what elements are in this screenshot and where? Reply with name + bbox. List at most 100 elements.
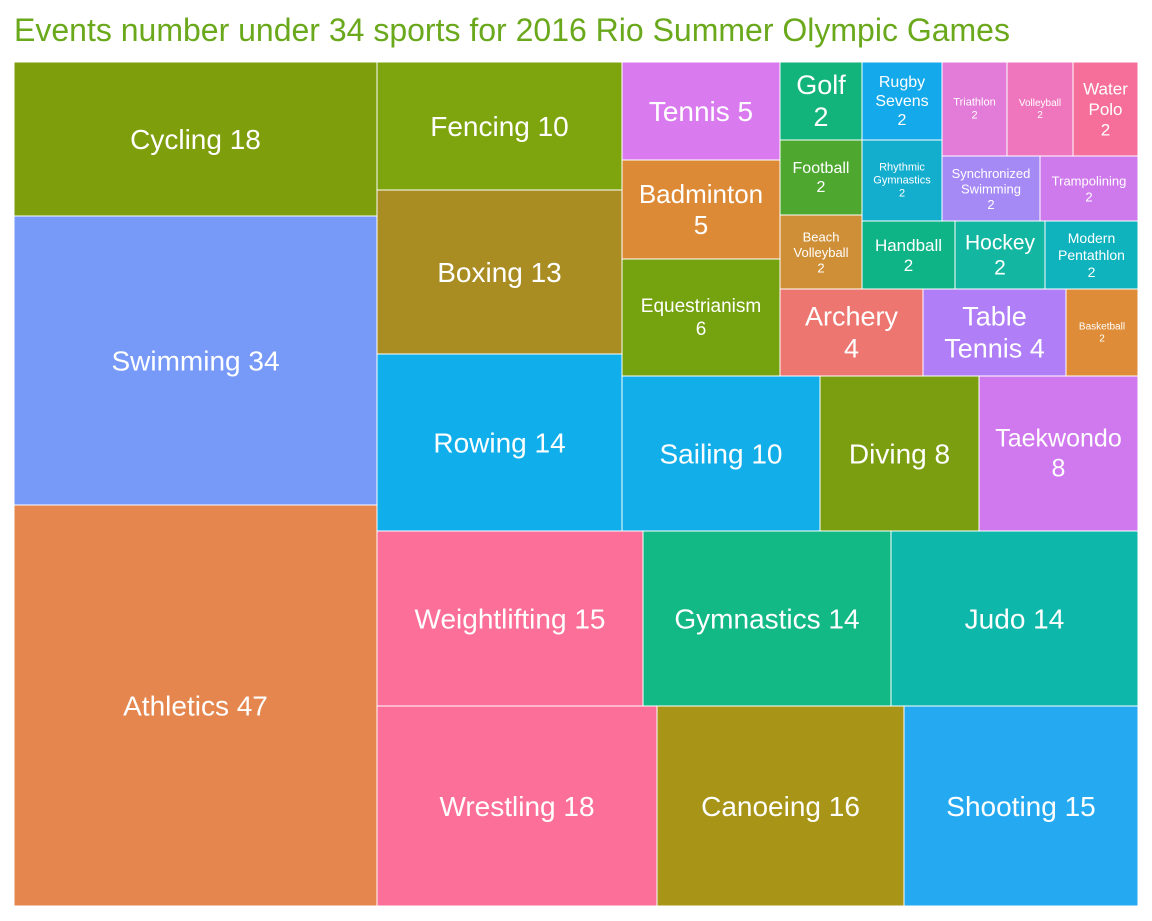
treemap-label-golf: Golf 2 <box>796 70 846 132</box>
treemap-tile-basketball: Basketball 2 <box>1065 288 1139 377</box>
treemap-rect-trampolining <box>1039 155 1139 222</box>
treemap-rect-weightlifting <box>376 530 644 707</box>
treemap-label-trampolining: Trampolining 2 <box>1052 173 1127 204</box>
treemap-label-triathlon: Triathlon 2 <box>953 96 995 121</box>
treemap-rect-badminton <box>621 159 781 260</box>
treemap-tile-hockey: Hockey 2 <box>954 220 1046 290</box>
treemap-tile-rhythmic-gymnastics: Rhythmic Gymnastics 2 <box>861 139 943 222</box>
treemap-tile-rowing: Rowing 14 <box>376 353 623 532</box>
treemap-label-swimming: Swimming 34 <box>111 345 279 376</box>
treemap-label-table-tennis: Table Tennis 4 <box>944 301 1045 363</box>
treemap-tile-canoeing: Canoeing 16 <box>656 705 905 907</box>
treemap-tile-archery: Archery 4 <box>779 288 924 377</box>
treemap-rect-judo <box>890 530 1139 707</box>
treemap-rect-basketball <box>1065 288 1139 377</box>
treemap-label-basketball: Basketball 2 <box>1079 321 1125 344</box>
treemap-label-hockey: Hockey 2 <box>965 231 1036 279</box>
treemap-rect-football <box>779 139 863 216</box>
treemap-label-canoeing: Canoeing 16 <box>701 791 860 822</box>
treemap-tile-triathlon: Triathlon 2 <box>941 61 1008 157</box>
treemap-label-judo: Judo 14 <box>965 603 1065 634</box>
treemap-rect-athletics <box>13 504 378 907</box>
treemap-tile-wrestling: Wrestling 18 <box>376 705 658 907</box>
treemap-tile-tennis: Tennis 5 <box>621 61 781 161</box>
treemap-rect-equestrianism <box>621 258 781 377</box>
treemap-tile-golf: Golf 2 <box>779 61 863 141</box>
treemap-rect-canoeing <box>656 705 905 907</box>
treemap-label-shooting: Shooting 15 <box>946 791 1095 822</box>
treemap-label-cycling: Cycling 18 <box>130 124 261 155</box>
treemap-tile-athletics: Athletics 47 <box>13 504 378 907</box>
treemap-label-synchronized-swimming: Synchronized Swimming 2 <box>952 165 1031 211</box>
treemap-tile-gymnastics: Gymnastics 14 <box>642 530 892 707</box>
treemap-tile-shooting: Shooting 15 <box>903 705 1139 907</box>
treemap-tile-rugby-sevens: Rugby Sevens 2 <box>861 61 943 141</box>
treemap-label-gymnastics: Gymnastics 14 <box>674 603 859 634</box>
treemap-rect-diving <box>819 375 980 532</box>
treemap-tile-judo: Judo 14 <box>890 530 1139 707</box>
treemap-label-weightlifting: Weightlifting 15 <box>415 603 606 634</box>
treemap-label-badminton: Badminton 5 <box>639 179 763 240</box>
treemap-label-tennis: Tennis 5 <box>649 96 753 127</box>
treemap-label-fencing: Fencing 10 <box>430 111 569 142</box>
treemap-tile-weightlifting: Weightlifting 15 <box>376 530 644 707</box>
treemap-rect-modern-pentathlon <box>1044 220 1139 290</box>
treemap-tile-swimming: Swimming 34 <box>13 215 378 506</box>
treemap-tile-football: Football 2 <box>779 139 863 216</box>
treemap-label-volleyball: Volleyball 2 <box>1019 98 1061 121</box>
treemap-tile-boxing: Boxing 13 <box>376 189 623 355</box>
treemap-tile-beach-volleyball: Beach Volleyball 2 <box>779 214 863 290</box>
treemap-rect-golf <box>779 61 863 141</box>
treemap-label-boxing: Boxing 13 <box>437 257 562 288</box>
treemap-tile-trampolining: Trampolining 2 <box>1039 155 1139 222</box>
treemap-tile-synchronized-swimming: Synchronized Swimming 2 <box>941 155 1041 222</box>
treemap-tile-fencing: Fencing 10 <box>376 61 623 191</box>
treemap-label-diving: Diving 8 <box>849 438 950 469</box>
treemap-label-taekwondo: Taekwondo 8 <box>995 425 1121 483</box>
treemap-rect-gymnastics <box>642 530 892 707</box>
treemap-tile-equestrianism: Equestrianism 6 <box>621 258 781 377</box>
treemap-rect-wrestling <box>376 705 658 907</box>
treemap-label-rhythmic-gymnastics: Rhythmic Gymnastics 2 <box>873 161 931 199</box>
treemap-rect-boxing <box>376 189 623 355</box>
chart-title: Events number under 34 sports for 2016 R… <box>14 12 1010 48</box>
treemap-rect-taekwondo <box>978 375 1139 532</box>
treemap-tile-diving: Diving 8 <box>819 375 980 532</box>
treemap-label-football: Football 2 <box>793 159 850 195</box>
treemap-rect-tennis <box>621 61 781 161</box>
treemap-label-rugby-sevens: Rugby Sevens 2 <box>875 73 928 128</box>
treemap-tile-taekwondo: Taekwondo 8 <box>978 375 1139 532</box>
treemap-rect-beach-volleyball <box>779 214 863 290</box>
treemap-tile-water-polo: Water Polo 2 <box>1072 61 1139 157</box>
treemap-rect-sailing <box>621 375 821 532</box>
treemap-rect-archery <box>779 288 924 377</box>
treemap-rect-shooting <box>903 705 1139 907</box>
treemap-label-handball: Handball 2 <box>875 235 942 274</box>
treemap-label-equestrianism: Equestrianism 6 <box>641 296 761 340</box>
treemap-tile-modern-pentathlon: Modern Pentathlon 2 <box>1044 220 1139 290</box>
treemap-label-water-polo: Water Polo 2 <box>1083 79 1128 139</box>
treemap-rect-volleyball <box>1006 61 1074 157</box>
treemap-rect-synchronized-swimming <box>941 155 1041 222</box>
treemap-rect-fencing <box>376 61 623 191</box>
treemap-rect-rowing <box>376 353 623 532</box>
treemap-tile-table-tennis: Table Tennis 4 <box>922 288 1067 377</box>
treemap-rect-rugby-sevens <box>861 61 943 141</box>
treemap-tile-handball: Handball 2 <box>861 220 956 290</box>
treemap-label-archery: Archery 4 <box>805 301 899 363</box>
treemap-label-athletics: Athletics 47 <box>123 690 268 721</box>
treemap-rect-triathlon <box>941 61 1008 157</box>
treemap-label-beach-volleyball: Beach Volleyball 2 <box>794 229 849 275</box>
treemap-label-sailing: Sailing 10 <box>660 438 783 469</box>
treemap-tile-cycling: Cycling 18 <box>13 61 378 217</box>
treemap-rect-handball <box>861 220 956 290</box>
treemap-tile-badminton: Badminton 5 <box>621 159 781 260</box>
treemap-tile-volleyball: Volleyball 2 <box>1006 61 1074 157</box>
treemap-rect-water-polo <box>1072 61 1139 157</box>
treemap-label-wrestling: Wrestling 18 <box>439 791 594 822</box>
treemap-rect-cycling <box>13 61 378 217</box>
treemap-rect-rhythmic-gymnastics <box>861 139 943 222</box>
treemap-label-rowing: Rowing 14 <box>433 427 565 458</box>
treemap-tile-sailing: Sailing 10 <box>621 375 821 532</box>
